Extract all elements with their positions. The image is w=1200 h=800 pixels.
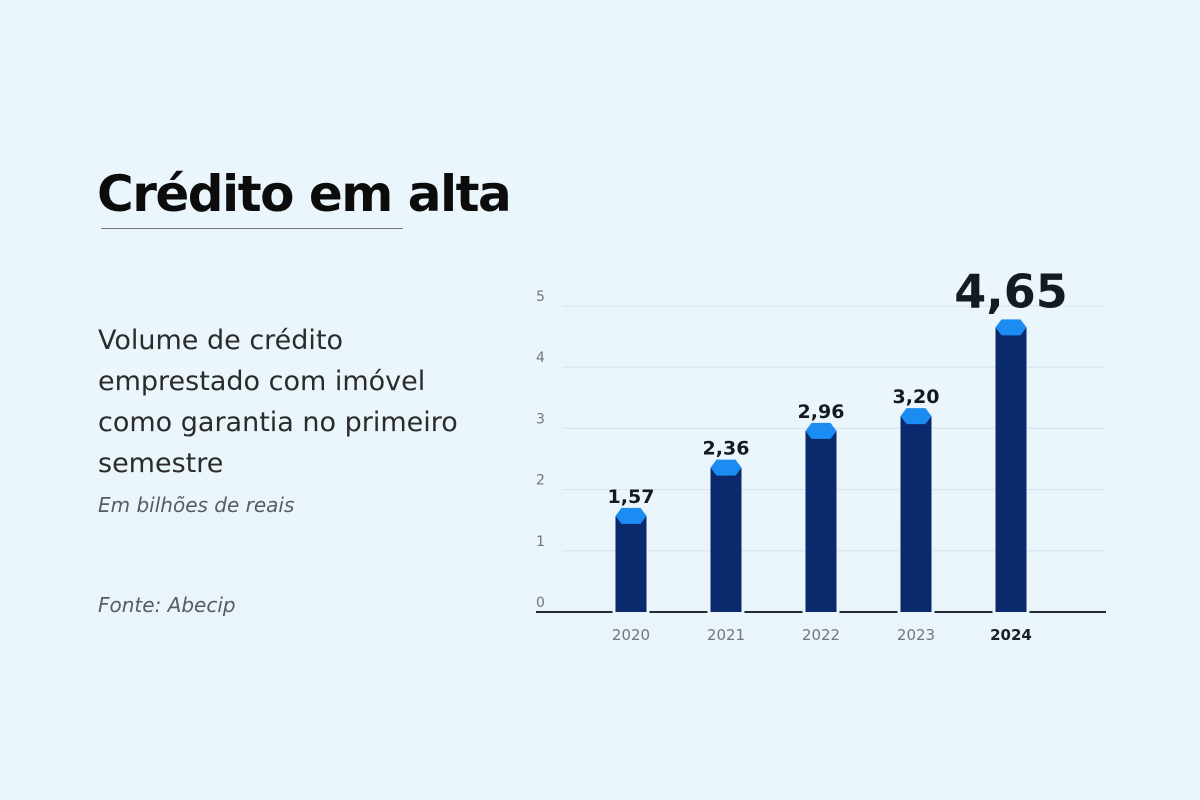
y-tick-label: 5 (536, 289, 545, 305)
y-axis-ticks: 0 1 2 3 4 5 (536, 289, 545, 611)
y-tick-label: 4 (536, 350, 545, 366)
bar-cap-2022 (805, 422, 837, 439)
bar-cap-2024 (995, 319, 1027, 336)
y-tick-label: 1 (536, 534, 545, 550)
y-tick-label: 3 (536, 411, 545, 427)
bar-2020 (615, 515, 647, 612)
y-tick-label: 2 (536, 473, 545, 489)
x-axis-ticks: 2020 2021 2022 2023 2024 (612, 626, 1032, 644)
x-tick-label-2021: 2021 (707, 626, 745, 644)
value-label-2022: 2,96 (798, 401, 845, 423)
bar-2024 (995, 327, 1027, 612)
bar-2022 (805, 430, 837, 612)
chart-title: Crédito em alta (97, 165, 512, 223)
y-tick-label: 0 (536, 595, 545, 611)
bar-cap-2021 (710, 459, 742, 476)
value-label-2020: 1,57 (608, 486, 655, 508)
bars (612, 319, 1030, 614)
value-label-2023: 3,20 (893, 386, 940, 408)
bar-2021 (710, 467, 742, 612)
title-underline (101, 228, 403, 229)
x-tick-label-2022: 2022 (802, 626, 840, 644)
chart-subtitle: Volume de crédito emprestado com imóvel … (98, 325, 458, 479)
value-labels: 1,57 2,36 2,96 3,20 4,65 (608, 264, 1068, 507)
value-label-2021: 2,36 (703, 438, 750, 460)
unit-note: Em bilhões de reais (98, 493, 295, 517)
source-note: Fonte: Abecip (98, 593, 236, 617)
x-tick-label-2023: 2023 (897, 626, 935, 644)
bar-2023 (900, 416, 932, 612)
value-label-2024: 4,65 (954, 264, 1068, 318)
bar-cap-2020 (615, 507, 647, 524)
x-tick-label-2020: 2020 (612, 626, 650, 644)
bar-cap-2023 (900, 408, 932, 425)
x-tick-label-2024: 2024 (990, 626, 1032, 644)
